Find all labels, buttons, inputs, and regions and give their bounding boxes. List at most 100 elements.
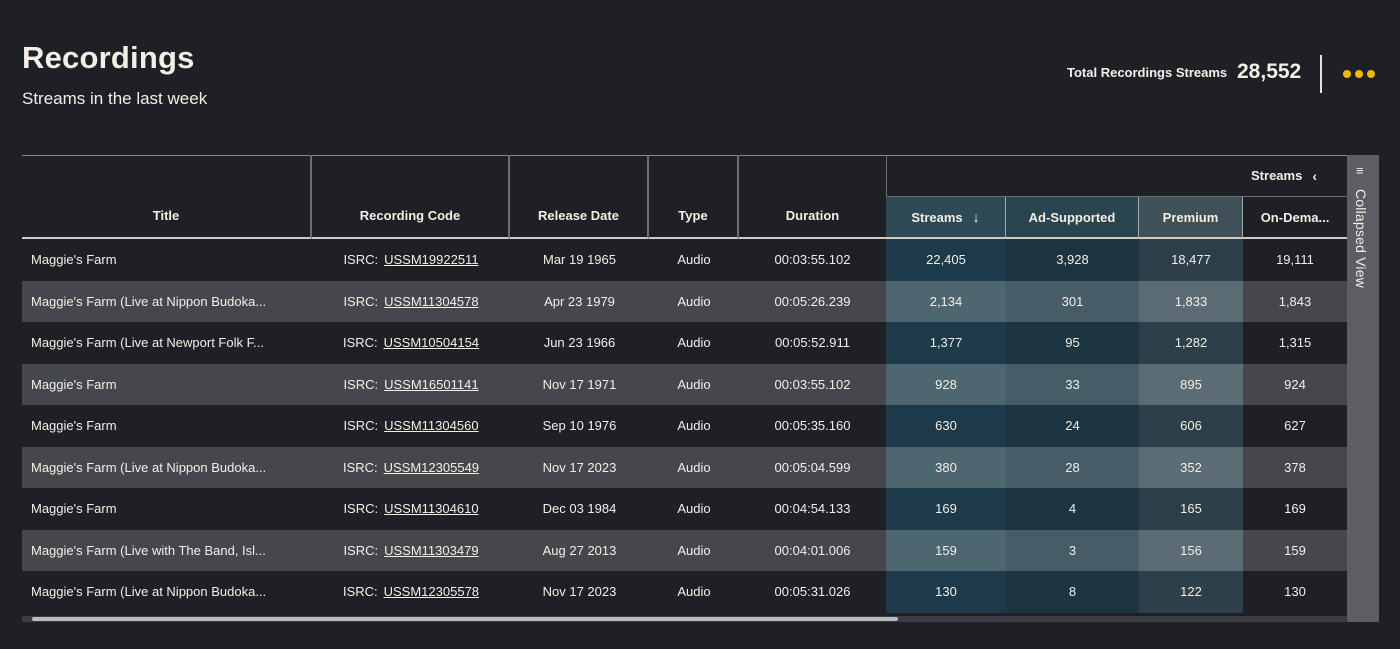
title-cell: Maggie's Farm (31, 252, 117, 268)
recording-code-cell: ISRC: USSM11304610 (312, 488, 510, 530)
recording-code-cell: ISRC: USSM12305549 (312, 447, 510, 489)
on-demand-cell: 378 (1284, 459, 1306, 475)
premium-cell: 606 (1139, 405, 1243, 447)
duration-cell: 00:03:55.102 (774, 252, 851, 268)
isrc-code-link[interactable]: USSM16501141 (384, 376, 479, 392)
isrc-prefix: ISRC: (343, 542, 379, 558)
column-header-recording-code[interactable]: Recording Code (312, 155, 510, 239)
streams-cell: 928 (886, 363, 1006, 405)
title-cell: Maggie's Farm (31, 501, 117, 517)
premium-cell: 18,477 (1139, 239, 1243, 281)
duration-cell: 00:05:31.026 (774, 584, 851, 600)
table-row[interactable]: Maggie's Farm (Live at Nippon Budoka... I… (22, 446, 1347, 489)
horizontal-scrollbar-thumb[interactable] (32, 617, 898, 621)
column-header-premium[interactable]: Premium (1139, 197, 1243, 239)
duration-cell: 00:04:54.133 (774, 501, 851, 517)
column-header-release-date[interactable]: Release Date (510, 155, 649, 239)
recordings-table: Title Recording Code Release Date Type D… (22, 155, 1347, 622)
column-header-title[interactable]: Title (22, 155, 312, 239)
more-horizontal-icon (1355, 70, 1363, 78)
column-header-on-demand[interactable]: On-Dema... (1243, 197, 1347, 239)
release-date-cell: Mar 19 1965 (543, 252, 616, 268)
release-date-cell: Apr 23 1979 (544, 293, 615, 309)
isrc-code-link[interactable]: USSM12305549 (383, 459, 480, 475)
table-top-border (886, 155, 1347, 156)
on-demand-cell: 159 (1284, 542, 1306, 558)
table-row[interactable]: Maggie's Farm (Live at Newport Folk F...… (22, 322, 1347, 364)
isrc-prefix: ISRC: (342, 335, 378, 351)
type-cell: Audio (677, 335, 711, 351)
isrc-prefix: ISRC: (343, 293, 379, 309)
table-row[interactable]: Maggie's Farm (Live at Nippon Budoka... I… (22, 280, 1347, 322)
column-header-label: Premium (1162, 209, 1219, 225)
streams-cell: 169 (886, 488, 1006, 530)
column-header-label: Duration (785, 208, 840, 223)
column-header-type[interactable]: Type (649, 155, 739, 239)
type-cell: Audio (677, 293, 711, 309)
streams-cell: 22,405 (886, 239, 1006, 281)
column-header-ad-supported[interactable]: Ad-Supported (1006, 197, 1139, 239)
column-header-streams[interactable]: Streams ↓ (886, 197, 1006, 239)
streams-cell: 130 (886, 571, 1006, 613)
isrc-prefix: ISRC: (343, 418, 379, 434)
release-date-cell: Dec 03 1984 (542, 501, 617, 517)
type-cell: Audio (677, 584, 711, 600)
premium-cell: 895 (1139, 363, 1243, 405)
isrc-prefix: ISRC: (343, 376, 379, 392)
ad-supported-cell: 4 (1006, 488, 1139, 530)
isrc-code-link[interactable]: USSM11304560 (384, 418, 479, 434)
header-divider (1320, 55, 1322, 93)
collapsed-view-toggle[interactable]: ≡ Collapsed View (1347, 155, 1379, 622)
table-row[interactable]: Maggie's Farm ISRC: USSM16501141 Nov 17 197… (22, 363, 1347, 406)
duration-cell: 00:05:26.239 (774, 293, 851, 309)
isrc-code-link[interactable]: USSM11304610 (384, 501, 479, 517)
isrc-code-link[interactable]: USSM10504154 (383, 335, 480, 351)
arrow-down-icon[interactable]: ↓ (972, 209, 980, 225)
total-streams-value: 28,552 (1237, 60, 1302, 83)
ad-supported-cell: 33 (1006, 363, 1139, 405)
release-date-cell: Jun 23 1966 (543, 335, 616, 351)
isrc-code-link[interactable]: USSM11303479 (384, 542, 479, 558)
ad-supported-cell: 3,928 (1006, 239, 1139, 281)
ad-supported-cell: 95 (1006, 322, 1139, 364)
table-row[interactable]: Maggie's Farm ISRC: USSM11304610 Dec 03 198… (22, 488, 1347, 530)
table-row[interactable]: Maggie's Farm ISRC: USSM19922511 Mar 19 196… (22, 239, 1347, 281)
type-cell: Audio (677, 542, 711, 558)
isrc-code-link[interactable]: USSM12305578 (383, 584, 480, 600)
title-cell: Maggie's Farm (31, 376, 117, 392)
table-row[interactable]: Maggie's Farm (Live at Nippon Budoka... I… (22, 571, 1347, 613)
recording-code-cell: ISRC: USSM16501141 (312, 364, 510, 406)
ad-supported-cell: 301 (1006, 280, 1139, 322)
isrc-prefix: ISRC: (343, 252, 379, 268)
title-cell: Maggie's Farm (31, 418, 117, 434)
isrc-prefix: ISRC: (342, 459, 378, 475)
chevron-left-icon[interactable]: ‹ (1312, 167, 1317, 184)
ad-supported-cell: 24 (1006, 405, 1139, 447)
isrc-code-link[interactable]: USSM11304578 (384, 293, 479, 309)
streams-cell: 1,377 (886, 322, 1006, 364)
columns-collapse-icon: ≡ (1356, 163, 1364, 178)
page-title: Recordings (22, 40, 195, 75)
streams-cell: 2,134 (886, 280, 1006, 322)
more-options-button[interactable] (1343, 66, 1375, 82)
release-date-cell: Nov 17 2023 (542, 459, 617, 475)
table-row[interactable]: Maggie's Farm ISRC: USSM11304560 Sep 10 197… (22, 405, 1347, 447)
isrc-code-link[interactable]: USSM19922511 (384, 252, 479, 268)
column-header-label: Release Date (538, 208, 619, 223)
duration-cell: 00:05:35.160 (774, 418, 851, 434)
premium-cell: 122 (1139, 571, 1243, 613)
recording-code-cell: ISRC: USSM10504154 (312, 322, 510, 364)
streams-group-header[interactable]: Streams ‹ (886, 155, 1347, 197)
premium-cell: 1,833 (1139, 280, 1243, 322)
collapsed-view-label: Collapsed View (1353, 189, 1369, 289)
title-cell: Maggie's Farm (Live with The Band, Isl..… (31, 542, 266, 558)
table-row[interactable]: Maggie's Farm (Live with The Band, Isl..… (22, 529, 1347, 571)
recording-code-cell: ISRC: USSM19922511 (312, 239, 510, 281)
total-streams-label: Total Recordings Streams (1067, 65, 1228, 80)
on-demand-cell: 19,111 (1276, 252, 1314, 268)
type-cell: Audio (677, 501, 711, 517)
title-cell: Maggie's Farm (Live at Nippon Budoka... (31, 459, 267, 475)
column-header-duration[interactable]: Duration (739, 155, 886, 239)
release-date-cell: Nov 17 1971 (542, 376, 617, 392)
release-date-cell: Aug 27 2013 (542, 542, 617, 558)
